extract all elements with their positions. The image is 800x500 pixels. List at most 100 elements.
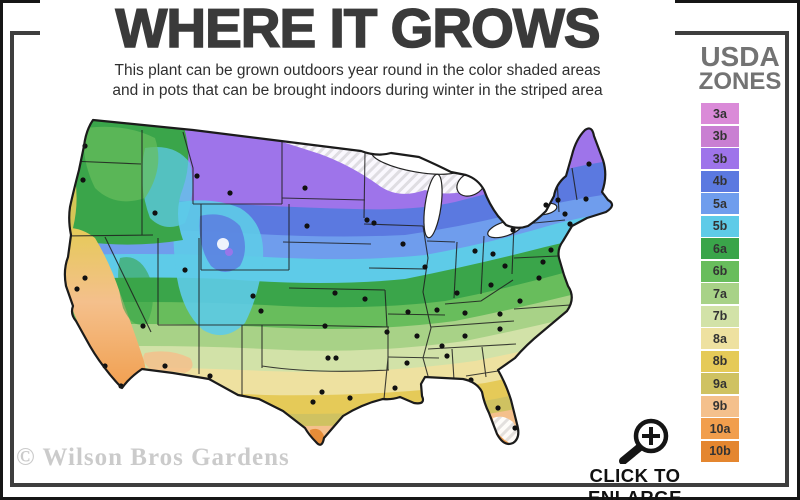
legend-zone-label: 5b	[712, 219, 728, 233]
legend-zone-label: 7a	[713, 286, 727, 301]
city-dot	[74, 286, 80, 292]
legend-zone-label: 3b	[712, 151, 728, 166]
city-dot	[490, 251, 496, 257]
subtitle-line-2: and in pots that can be brought indoors …	[112, 81, 603, 99]
legend-zone-label: 6a	[713, 241, 727, 256]
click-to-enlarge-label[interactable]: CLICK TO ENLARGE	[588, 465, 682, 500]
city-dot	[371, 220, 377, 226]
city-dot	[302, 185, 308, 191]
city-dot	[325, 355, 331, 361]
legend-zone-label: 4b	[712, 174, 728, 188]
city-dot	[536, 275, 542, 281]
city-dot	[182, 267, 188, 273]
city-dot	[194, 173, 200, 179]
city-dot	[310, 399, 316, 405]
region-california-coast	[64, 227, 146, 393]
city-dot	[583, 196, 589, 202]
city-dot	[472, 248, 478, 254]
legend-zone-chip: 5b	[701, 215, 739, 237]
city-dot	[462, 310, 468, 316]
legend-zone-chip: 6a	[701, 238, 739, 259]
legend-zone-label: 10b	[709, 444, 731, 458]
city-dot	[414, 333, 420, 339]
city-dot	[384, 329, 390, 335]
legend-zone-label: 6b	[712, 264, 728, 278]
lake-michigan	[423, 173, 443, 239]
page-title: WHERE IT GROWS	[40, 0, 675, 57]
legend-zone-label: 8b	[712, 354, 728, 368]
legend-title: USDA ZONES	[692, 41, 788, 95]
legend-zones: 3a 3b 3b 4b 5a 5b 6a 6b 7a 7b 8a 8b 9a 9b 10a 10b	[701, 103, 741, 463]
city-dot	[80, 177, 86, 183]
city-dot	[152, 210, 158, 216]
city-dot	[422, 264, 428, 270]
legend-zone-label: 7b	[712, 309, 728, 323]
city-dot	[555, 197, 561, 203]
city-dot	[333, 355, 339, 361]
us-zone-map[interactable]	[25, 108, 665, 468]
legend-zone-chip: 10b	[701, 440, 739, 462]
legend-zone-chip: 3a	[701, 103, 739, 124]
legend-zone-chip: 8b	[701, 350, 739, 372]
region-south-florida-striped	[493, 416, 520, 445]
legend-zone-chip: 7b	[701, 305, 739, 327]
city-dot	[319, 389, 325, 395]
legend-zone-chip: 8a	[701, 328, 739, 349]
legend-title-zones: ZONES	[698, 67, 782, 95]
city-dot	[497, 326, 503, 332]
legend-zone-chip: 9b	[701, 395, 739, 417]
city-dot	[405, 309, 411, 315]
city-dot	[462, 333, 468, 339]
legend-zone-chip: 10a	[701, 418, 739, 439]
city-dot	[497, 311, 503, 317]
legend-zone-label: 10a	[709, 421, 731, 436]
city-dot	[439, 343, 445, 349]
city-dot	[392, 385, 398, 391]
legend-zone-label: 5a	[713, 196, 727, 211]
page-subtitle: This plant can be grown outdoors year ro…	[40, 61, 675, 101]
city-dot	[517, 298, 523, 304]
city-dot	[502, 263, 508, 269]
city-dot	[347, 395, 353, 401]
legend-zone-chip: 6b	[701, 260, 739, 282]
legend-zone-chip: 4b	[701, 170, 739, 192]
legend-zone-chip: 3b	[701, 125, 739, 147]
subtitle-line-1: This plant can be grown outdoors year ro…	[114, 62, 601, 79]
watermark: © Wilson Bros Gardens	[16, 444, 290, 471]
city-dot	[586, 161, 592, 167]
city-dot	[82, 275, 88, 281]
legend-title-usda: USDA	[700, 41, 780, 72]
city-dot	[162, 363, 168, 369]
state-borders	[64, 130, 578, 400]
city-dot	[454, 290, 460, 296]
city-dot	[364, 217, 370, 223]
legend-zone-label: 8a	[713, 331, 727, 346]
city-dot	[444, 353, 450, 359]
city-dot	[332, 290, 338, 296]
legend-zone-label: 3b	[712, 129, 728, 143]
city-dot	[488, 282, 494, 288]
city-dot	[258, 308, 264, 314]
legend-zone-label: 9a	[713, 376, 727, 391]
magnifier-plus-icon[interactable]	[615, 408, 675, 464]
city-dot	[227, 190, 233, 196]
legend-zone-label: 3a	[713, 106, 727, 121]
legend-zone-chip: 9a	[701, 373, 739, 394]
city-dot	[495, 405, 501, 411]
region-wyoming-purple-spot	[225, 248, 233, 256]
region-arizona-peach	[143, 351, 193, 373]
city-dot	[540, 259, 546, 265]
legend-zone-label: 9b	[712, 399, 728, 413]
region-wyoming-white-spot	[217, 238, 229, 250]
region-sierra-green	[118, 257, 153, 325]
city-dot	[140, 323, 146, 329]
city-dot	[404, 360, 410, 366]
city-dot	[510, 227, 516, 233]
us-zone-map-svg[interactable]	[25, 108, 665, 468]
city-dot	[304, 223, 310, 229]
legend-zone-chip: 7a	[701, 283, 739, 304]
city-dot	[434, 307, 440, 313]
city-dot	[548, 247, 554, 253]
click-to-enlarge[interactable]: CLICK TO ENLARGE	[540, 408, 730, 500]
